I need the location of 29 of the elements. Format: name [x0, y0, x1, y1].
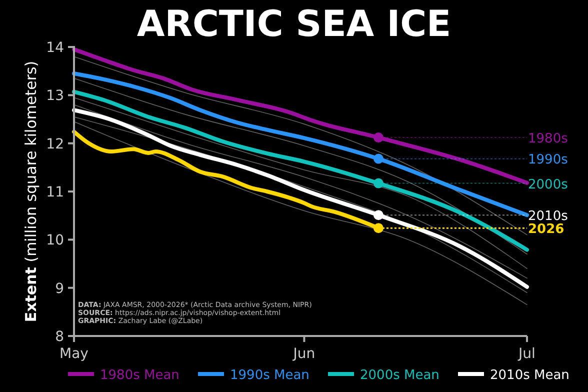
annotation: 2010s — [528, 209, 568, 224]
x-tick-label: Jun — [292, 346, 316, 362]
legend-label: 1980s Mean — [100, 368, 180, 383]
line-series — [72, 71, 529, 218]
point — [373, 223, 384, 234]
legend-label: 2010s Mean — [490, 368, 570, 383]
legend-label: 1990s Mean — [230, 368, 310, 383]
x-tick-label: Jul — [518, 346, 536, 362]
point — [373, 154, 384, 164]
point — [373, 178, 384, 188]
point — [373, 132, 384, 143]
y-tick-label: 9 — [55, 280, 64, 297]
y-axis-title: Extent (million square kilometers) — [22, 60, 40, 322]
line-series — [74, 56, 528, 236]
chart-title: ARCTIC SEA ICE — [136, 4, 452, 45]
annotation: 1990s — [528, 152, 568, 168]
legend-label: 2000s Mean — [360, 368, 440, 383]
y-tick-label: 8 — [55, 329, 64, 345]
annotation: 2000s — [528, 177, 568, 192]
y-tick-label: 14 — [46, 40, 64, 56]
y-tick-label: 10 — [46, 232, 64, 249]
point — [373, 210, 384, 220]
annotation: 1980s — [528, 132, 568, 147]
annotation: 2026 — [528, 222, 564, 238]
line-series — [72, 47, 529, 185]
y-tick-label: 13 — [46, 88, 64, 104]
x-tick-label: May — [60, 346, 88, 362]
y-tick-label: 11 — [46, 184, 64, 200]
y-tick-label: 12 — [46, 136, 64, 152]
